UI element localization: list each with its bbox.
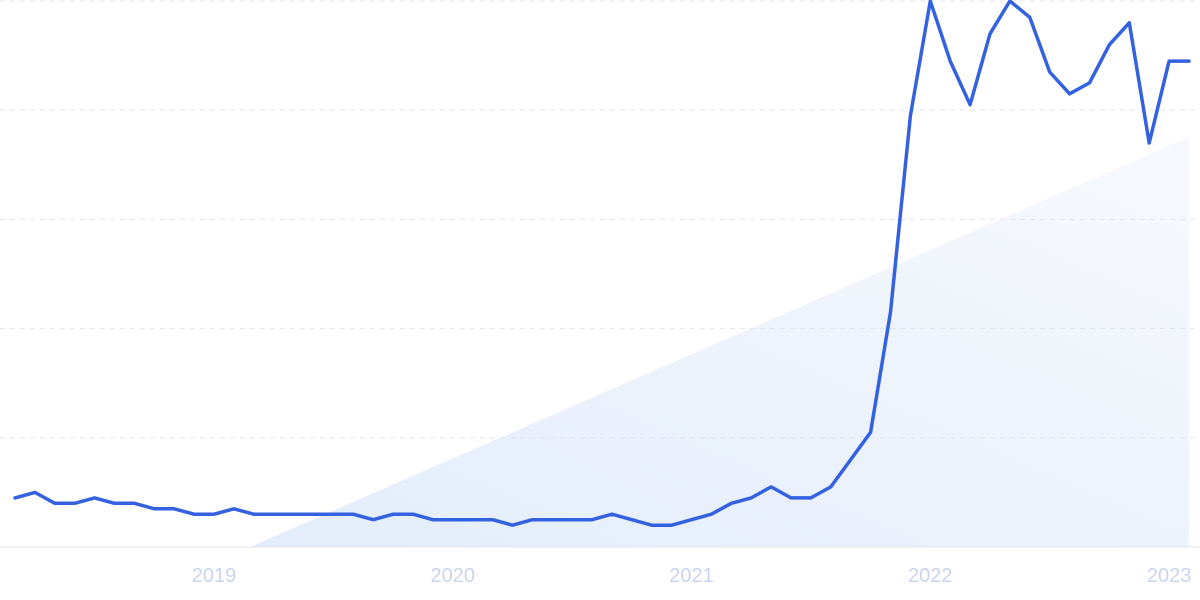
x-tick-label: 2019	[192, 565, 237, 587]
x-tick-label: 2023	[1147, 565, 1192, 587]
trend-line	[13, 0, 1191, 527]
x-tick-label: 2022	[908, 565, 953, 587]
x-tick-label: 2020	[431, 565, 476, 587]
trend-area	[250, 137, 1189, 547]
x-tick-label: 2021	[669, 565, 714, 587]
